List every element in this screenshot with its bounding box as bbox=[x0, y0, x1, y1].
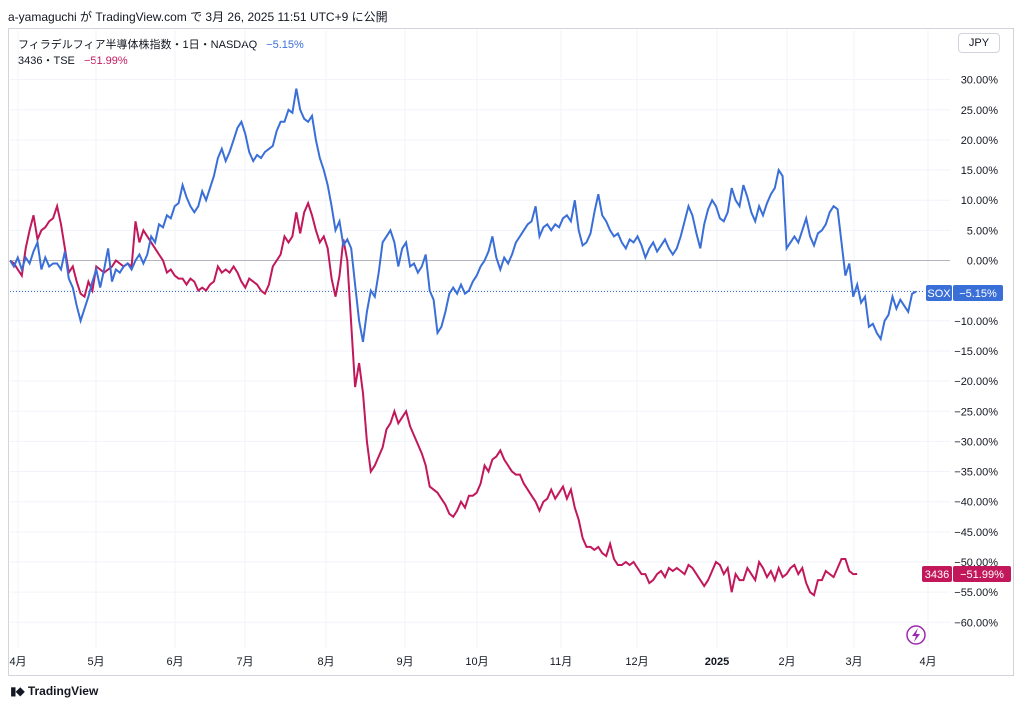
y-tick-label: 5.00% bbox=[967, 225, 998, 237]
x-tick-label: 10月 bbox=[465, 656, 488, 668]
3436-badge-value-bg bbox=[953, 566, 1011, 582]
x-tick-label: 4月 bbox=[919, 656, 936, 668]
sox-badge-value-bg bbox=[953, 285, 1003, 301]
y-tick-label: −20.00% bbox=[954, 376, 998, 388]
legend-row-3436[interactable]: 3436・TSE −51.99% bbox=[18, 52, 128, 68]
legend-change-3436: −51.99% bbox=[83, 55, 128, 67]
sox-badge-symbol: SOX bbox=[927, 288, 951, 300]
y-tick-label: −25.00% bbox=[954, 406, 998, 418]
x-tick-label: 6月 bbox=[166, 656, 183, 668]
y-tick-label: −10.00% bbox=[954, 316, 998, 328]
sox-badge-symbol-bg bbox=[926, 285, 952, 301]
legend-name-3436: 3436・TSE bbox=[18, 55, 75, 67]
series-line-sox bbox=[9, 88, 917, 343]
x-axis[interactable]: 4月 5月 6月 7月 8月 9月 10月 11月 12月 2025 2月 3月 4月 bbox=[9, 656, 936, 668]
legend-row-sox[interactable]: フィラデルフィア半導体株指数・1日・NASDAQ −5.15% bbox=[18, 36, 304, 52]
y-tick-label: 20.00% bbox=[961, 135, 999, 147]
legend-name-sox: フィラデルフィア半導体株指数・1日・NASDAQ bbox=[18, 39, 258, 51]
3436-price-badge: 3436 −51.99% bbox=[922, 566, 1011, 582]
x-tick-label: 12月 bbox=[625, 656, 648, 668]
y-tick-label: −15.00% bbox=[954, 346, 998, 358]
tradingview-logo-text: TradingView bbox=[27, 684, 99, 698]
3436-badge-symbol-bg bbox=[922, 566, 952, 582]
sox-badge-value: −5.15% bbox=[959, 288, 997, 300]
x-tick-label: 5月 bbox=[87, 656, 104, 668]
x-tick-label: 9月 bbox=[396, 656, 413, 668]
x-tick-label: 7月 bbox=[236, 656, 253, 668]
y-axis[interactable]: 30.00% 25.00% 20.00% 15.00% 10.00% 5.00% 0.00%… bbox=[954, 75, 998, 630]
y-tick-label: −45.00% bbox=[954, 527, 998, 539]
chart-frame bbox=[8, 28, 1014, 676]
lightning-icon[interactable] bbox=[906, 625, 926, 645]
3436-badge-symbol: 3436 bbox=[925, 569, 949, 581]
tradingview-logo[interactable]: ▮◆ TradingView bbox=[10, 684, 98, 698]
series-line-3436 bbox=[9, 200, 858, 597]
y-tick-label: −60.00% bbox=[954, 617, 998, 629]
x-tick-label: 2月 bbox=[778, 656, 795, 668]
legend-change-sox: −5.15% bbox=[266, 39, 304, 51]
publish-info: a-yamaguchi が TradingView.com で 3月 26, 2… bbox=[8, 10, 388, 24]
x-tick-label: 3月 bbox=[845, 656, 862, 668]
sox-price-badge: SOX −5.15% bbox=[926, 285, 1003, 301]
x-tick-label: 2025 bbox=[705, 656, 729, 668]
y-tick-label: 0.00% bbox=[967, 256, 998, 268]
y-tick-label: 25.00% bbox=[961, 105, 999, 117]
x-tick-label: 8月 bbox=[317, 656, 334, 668]
y-tick-label: −30.00% bbox=[954, 436, 998, 448]
x-tick-label: 4月 bbox=[9, 656, 26, 668]
y-tick-label: 10.00% bbox=[961, 195, 999, 207]
currency-button[interactable]: JPY bbox=[958, 33, 1000, 53]
x-tick-label: 11月 bbox=[550, 656, 572, 668]
v-gridlines bbox=[17, 30, 929, 648]
y-tick-label: −40.00% bbox=[954, 497, 998, 509]
tradingview-logo-icon: ▮◆ bbox=[10, 684, 25, 698]
3436-badge-value: −51.99% bbox=[960, 569, 1004, 581]
y-tick-label: 30.00% bbox=[961, 75, 999, 87]
y-tick-label: −35.00% bbox=[954, 467, 998, 479]
h-gridlines bbox=[10, 79, 950, 623]
y-tick-label: 15.00% bbox=[961, 165, 999, 177]
y-tick-label: −55.00% bbox=[954, 587, 998, 599]
